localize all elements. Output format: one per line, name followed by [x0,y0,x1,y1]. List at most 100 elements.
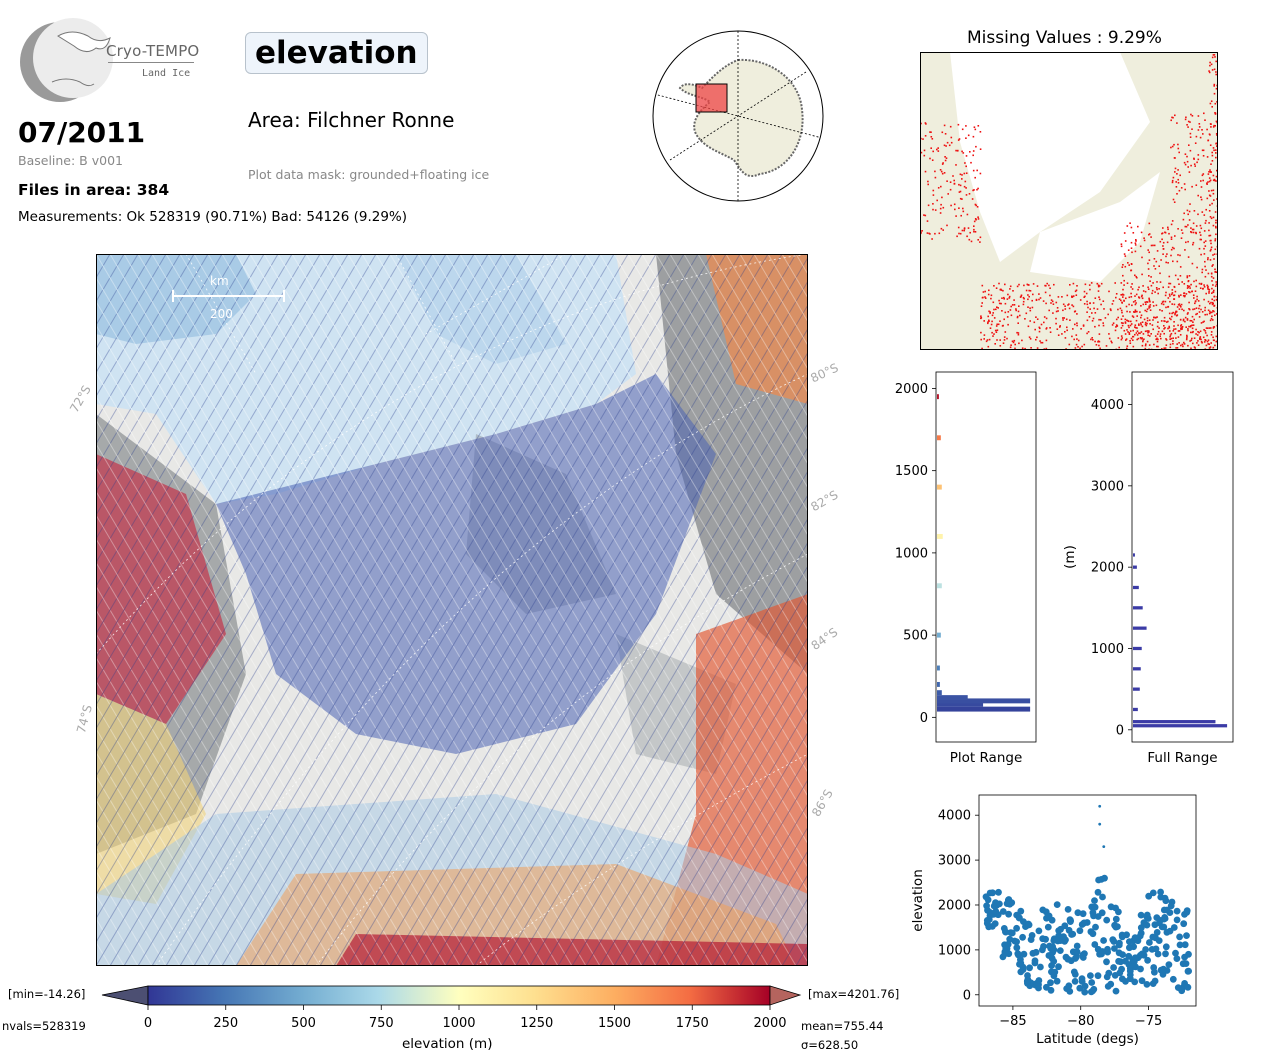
lat-label-80s: 80°S [808,360,841,386]
missing-point [923,149,926,152]
missing-point [1016,315,1019,318]
missing-point [1210,275,1213,278]
scatter-point [1099,893,1106,901]
missing-point [1045,339,1048,342]
scatter-point [1095,876,1102,884]
missing-point [1161,232,1163,235]
missing-point [1189,291,1191,294]
scatter-point [1027,936,1035,943]
missing-point [1127,249,1130,251]
missing-point [1211,287,1213,290]
logo-subtitle: Land Ice [142,68,191,79]
missing-point [1170,248,1173,251]
missing-point [1051,300,1054,303]
scatter-point [1149,889,1157,897]
missing-point [1205,292,1207,295]
missing-point [1007,293,1009,296]
missing-point [1131,283,1133,285]
missing-point [1211,280,1213,282]
missing-point [1170,254,1172,257]
missing-point [1205,208,1207,211]
missing-point [1151,292,1153,295]
missing-point [968,193,971,195]
missing-point [1213,199,1215,201]
missing-point [1191,185,1193,188]
missing-point [1214,211,1217,213]
missing-point [1187,166,1189,168]
missing-point [1149,300,1151,303]
missing-point [1206,334,1208,337]
missing-point [1140,316,1142,319]
missing-point [970,240,973,243]
missing-point [1163,347,1165,349]
missing-point [1215,142,1217,145]
missing-point [945,145,947,147]
missing-point [1208,327,1211,329]
missing-point [1124,321,1127,323]
missing-point [1137,337,1140,340]
missing-point [1163,325,1165,327]
scatter-point [1073,942,1081,950]
missing-point [984,296,986,298]
scale-unit: km [210,274,229,288]
missing-point [1197,213,1199,216]
scatter-point [1035,927,1043,935]
missing-point [1212,224,1215,227]
missing-point [1097,285,1100,288]
missing-point [1204,265,1206,268]
missing-point [1126,347,1128,350]
missing-point [998,302,1001,305]
scatter-point [1149,933,1157,941]
mask-label: Plot data mask: grounded+floating ice [248,167,490,182]
missing-point [1193,346,1196,348]
missing-point [1128,326,1130,329]
missing-point [955,215,957,217]
missing-point [1146,319,1149,322]
missing-point [1121,293,1124,296]
missing-point [1155,338,1157,341]
missing-point [944,156,946,158]
missing-point [1215,156,1217,159]
missing-point [1193,337,1196,339]
missing-point [934,232,936,235]
missing-point [1173,143,1175,146]
scatter-point [1151,968,1158,976]
missing-point [1184,163,1187,166]
missing-point [1175,337,1177,339]
missing-point [953,182,956,185]
scatter-point [1163,929,1171,936]
scatter-point [1131,934,1139,941]
missing-point [1107,313,1109,316]
missing-point [1144,301,1147,303]
missing-point [1128,264,1130,266]
missing-point [1207,285,1209,288]
missing-point [1158,327,1160,329]
missing-point [1194,302,1196,305]
scatter-point [1112,987,1120,995]
missing-point [1130,292,1132,295]
scatter-outlier [1098,822,1102,826]
missing-point [930,136,933,138]
missing-point [1178,303,1181,305]
missing-point [1209,346,1212,348]
missing-point [980,331,982,334]
missing-point [1094,297,1097,299]
missing-point [1152,282,1154,284]
missing-point [1212,339,1215,341]
missing-point [1122,288,1124,291]
missing-point [1178,151,1180,154]
missing-point [1156,281,1158,283]
missing-point [1124,318,1127,321]
missing-point [1087,306,1089,309]
missing-point [1211,160,1214,162]
missing-point [1156,333,1159,335]
scatter-point [1026,964,1033,972]
missing-point [1211,56,1214,59]
missing-point [1192,294,1195,296]
missing-point [1173,201,1176,203]
missing-point [1134,295,1136,297]
missing-point [920,151,923,154]
missing-point [1171,179,1174,182]
missing-point [999,339,1001,341]
missing-point [1214,238,1217,240]
